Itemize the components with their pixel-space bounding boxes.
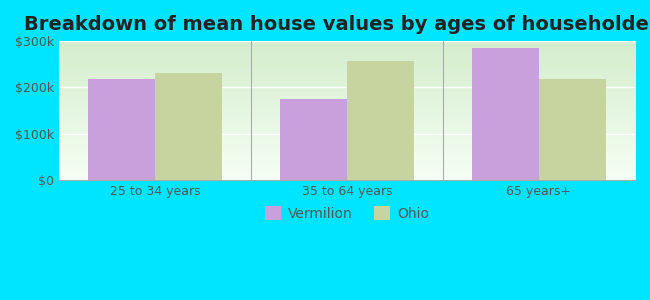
Title: Breakdown of mean house values by ages of householders: Breakdown of mean house values by ages o… [24, 15, 650, 34]
Bar [155, 73, 222, 180]
Legend: Vermilion, Ohio: Vermilion, Ohio [259, 200, 435, 226]
Bar [472, 48, 539, 180]
Bar [88, 79, 155, 180]
Bar [280, 99, 347, 180]
Bar [539, 79, 606, 180]
Bar [347, 61, 414, 180]
